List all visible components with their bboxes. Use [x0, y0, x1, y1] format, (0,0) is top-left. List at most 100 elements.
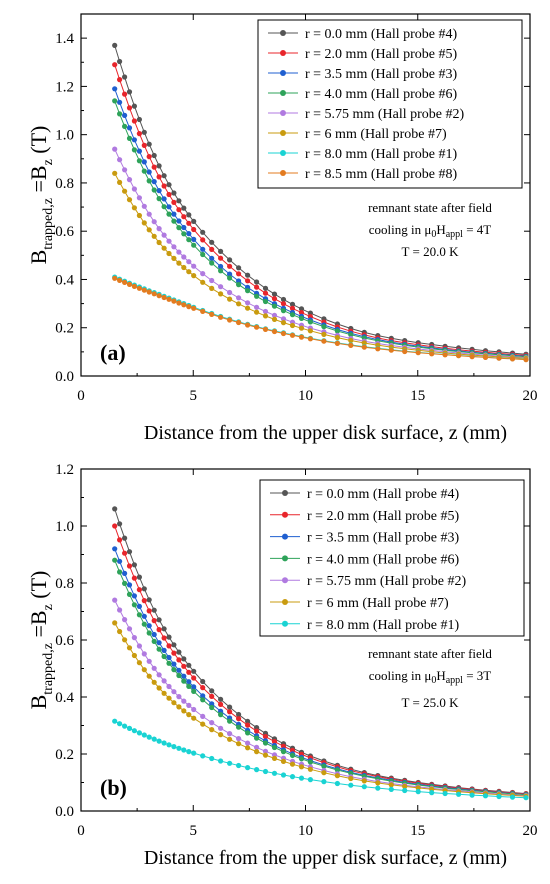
data-point	[218, 291, 224, 297]
data-point	[176, 667, 182, 673]
data-point	[141, 586, 147, 592]
data-point	[126, 197, 133, 203]
data-point	[289, 774, 296, 780]
data-point	[334, 328, 340, 334]
data-point	[348, 782, 354, 788]
data-point	[141, 203, 147, 209]
y-tick-label: 0.2	[55, 747, 74, 763]
y-label-sub: trapped,z	[41, 643, 56, 695]
data-point	[186, 231, 192, 237]
data-point	[254, 744, 260, 751]
data-point	[156, 196, 162, 202]
data-point	[191, 668, 197, 674]
data-point	[289, 322, 296, 329]
data-point	[141, 129, 147, 135]
series-line	[114, 720, 527, 799]
data-point	[191, 226, 197, 233]
data-point	[402, 783, 408, 790]
x-tick-label: 10	[298, 823, 313, 839]
legend-entry: r = 0.0 mm (Hall probe #4)	[307, 487, 459, 502]
data-point	[280, 749, 287, 755]
data-point	[176, 300, 182, 306]
data-point	[245, 718, 251, 724]
data-point	[136, 285, 142, 291]
data-point	[176, 218, 182, 224]
data-point	[122, 723, 128, 729]
data-point	[156, 293, 162, 299]
data-point	[361, 340, 367, 346]
series-line	[114, 599, 527, 797]
data-point	[191, 218, 197, 224]
data-point	[126, 582, 133, 588]
data-point	[176, 657, 182, 663]
legend-swatch-marker	[282, 533, 288, 540]
data-point	[166, 211, 172, 217]
data-point	[271, 316, 278, 322]
data-point	[388, 782, 394, 788]
data-point	[200, 271, 206, 277]
data-point	[186, 749, 192, 755]
data-point	[122, 617, 128, 623]
data-point	[146, 608, 152, 614]
data-point	[117, 607, 123, 613]
data-point	[209, 720, 215, 726]
data-point	[181, 678, 187, 684]
series-1	[112, 42, 529, 357]
data-point	[254, 324, 260, 330]
data-point	[227, 275, 233, 281]
data-point	[429, 790, 435, 796]
data-point	[117, 721, 123, 727]
data-point	[200, 685, 206, 691]
data-point	[209, 311, 215, 317]
data-point	[151, 631, 157, 638]
y-label-mid: =B	[26, 610, 51, 643]
data-point	[298, 756, 305, 762]
data-point	[112, 523, 118, 529]
data-point	[166, 683, 172, 690]
data-point	[334, 773, 340, 779]
legend-entry: r = 2.0 mm (Hall probe #5)	[307, 509, 459, 524]
data-point	[191, 715, 197, 721]
data-point	[200, 251, 206, 258]
data-point	[361, 784, 367, 790]
annot-mid: H	[436, 222, 445, 237]
data-point	[171, 190, 177, 196]
data-point	[245, 278, 251, 284]
data-point	[171, 744, 177, 750]
data-point	[298, 334, 305, 340]
y-tick-label: 0.2	[55, 321, 74, 337]
data-point	[307, 766, 313, 772]
series-line	[114, 622, 527, 797]
data-point	[181, 302, 187, 308]
data-point	[254, 728, 260, 734]
data-point	[141, 168, 147, 174]
data-point	[151, 679, 157, 685]
data-point	[209, 727, 215, 733]
data-point	[245, 288, 251, 294]
data-point	[186, 237, 192, 243]
series-line	[114, 276, 527, 360]
data-point	[298, 775, 305, 781]
data-point	[245, 272, 251, 278]
legend-entry: r = 8.0 mm (Hall probe #1)	[305, 147, 457, 162]
y-tick-label: 0.6	[55, 633, 74, 649]
data-point	[112, 597, 118, 603]
data-point	[254, 735, 260, 741]
data-point	[161, 232, 167, 238]
data-point	[280, 316, 287, 322]
data-point	[289, 332, 296, 338]
panel-label: (a)	[100, 340, 126, 365]
legend: r = 0.0 mm (Hall probe #4) r = 2.0 mm (Ha…	[257, 19, 523, 189]
data-point	[271, 739, 278, 745]
data-point	[131, 147, 137, 153]
data-point	[126, 105, 133, 111]
legend-swatch-marker	[282, 599, 288, 605]
data-point	[442, 790, 448, 797]
data-point	[186, 212, 192, 218]
x-tick-label: 0	[77, 823, 85, 839]
data-point	[131, 652, 137, 659]
series-line	[114, 148, 527, 359]
data-point	[509, 356, 516, 362]
data-point	[146, 154, 152, 160]
